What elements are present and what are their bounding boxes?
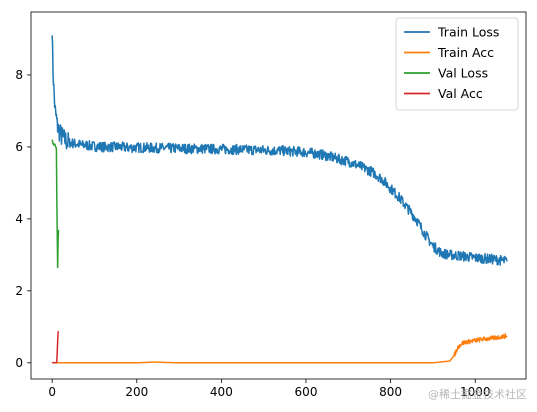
legend-label-train-acc: Train Acc: [437, 45, 494, 60]
series-lines: [51, 35, 508, 364]
x-tick-label: 1000: [460, 385, 491, 399]
x-tick-label: 0: [48, 385, 56, 399]
legend-label-train-loss: Train Loss: [437, 25, 499, 40]
x-tick-label: 600: [295, 385, 318, 399]
series-line-train-acc: [51, 333, 508, 364]
plot-frame: [30, 11, 527, 380]
series-line-val-acc: [51, 330, 60, 364]
y-tick-label: 4: [15, 212, 23, 226]
series-line-train-loss: [51, 35, 508, 266]
y-tick-label: 8: [15, 68, 23, 82]
x-tick-label: 200: [125, 385, 148, 399]
legend-box: [395, 17, 519, 111]
legend-label-val-acc: Val Acc: [438, 86, 483, 101]
y-tick-label: 6: [15, 140, 23, 154]
series-line-val-loss: [51, 139, 60, 269]
legend-label-val-loss: Val Loss: [438, 66, 488, 81]
y-tick-label: 0: [15, 356, 23, 370]
axes: 0 200 400 600 800 1000 0 2 4 6 8: [15, 11, 527, 399]
legend: Train Loss Train Acc Val Loss Val Acc: [395, 17, 519, 111]
x-tick-label: 400: [210, 385, 233, 399]
y-tick-label: 2: [15, 284, 23, 298]
x-tick-label: 800: [379, 385, 402, 399]
